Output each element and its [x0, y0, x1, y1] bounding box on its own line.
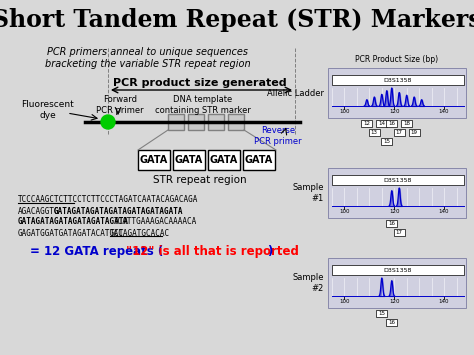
Text: 140: 140: [439, 209, 449, 214]
Bar: [361, 120, 373, 127]
Text: 140: 140: [439, 109, 449, 114]
Text: Sample
#1: Sample #1: [292, 183, 324, 203]
Text: DNA template
containing STR marker: DNA template containing STR marker: [155, 95, 251, 115]
Text: 18: 18: [403, 121, 410, 126]
Text: 14: 14: [378, 121, 385, 126]
Text: GATA: GATA: [245, 155, 273, 165]
Text: 120: 120: [389, 299, 400, 304]
Bar: [381, 138, 392, 145]
Bar: [386, 319, 397, 326]
Bar: [328, 258, 466, 308]
Text: 16: 16: [388, 320, 395, 325]
Bar: [376, 120, 387, 127]
Text: 100: 100: [339, 109, 350, 114]
Bar: [328, 68, 466, 118]
Text: 120: 120: [389, 209, 400, 214]
Bar: [401, 120, 412, 127]
Text: GATA: GATA: [175, 155, 203, 165]
Text: 120: 120: [389, 109, 400, 114]
Text: D3S1358: D3S1358: [384, 268, 412, 273]
Text: GAGATGGATGATAGATACATGCT: GAGATGGATGATAGATACATGCT: [18, 229, 124, 237]
Text: 19: 19: [410, 130, 418, 135]
Text: Allelic Ladder: Allelic Ladder: [267, 88, 324, 98]
Text: GATA: GATA: [210, 155, 238, 165]
Text: 17: 17: [396, 130, 403, 135]
Text: 16: 16: [388, 121, 395, 126]
Bar: [243, 150, 275, 170]
Text: 100: 100: [339, 299, 350, 304]
Circle shape: [101, 115, 115, 129]
Bar: [173, 150, 205, 170]
Text: Fluorescent
dye: Fluorescent dye: [22, 100, 74, 120]
Bar: [138, 150, 170, 170]
Text: AGACAGGTG: AGACAGGTG: [18, 207, 60, 215]
Bar: [208, 114, 224, 130]
Text: 100: 100: [339, 209, 350, 214]
Text: ): ): [267, 246, 273, 258]
Text: PCR Product Size (bp): PCR Product Size (bp): [356, 55, 438, 65]
Bar: [332, 75, 464, 85]
Text: D3S1358: D3S1358: [384, 77, 412, 82]
Text: GATAGATAGATAGATAGATAGATAGATA: GATAGATAGATAGATAGATAGATAGATA: [54, 207, 183, 215]
Text: GATA: GATA: [140, 155, 168, 165]
Text: 140: 140: [439, 299, 449, 304]
Text: STR repeat region: STR repeat region: [153, 175, 247, 185]
Text: D3S1358: D3S1358: [384, 178, 412, 182]
Text: PCR primers anneal to unique sequences
bracketing the variable STR repeat region: PCR primers anneal to unique sequences b…: [45, 47, 251, 69]
Text: TACAGATGCACAC: TACAGATGCACAC: [110, 229, 170, 237]
Text: Reverse
PCR primer: Reverse PCR primer: [254, 126, 302, 146]
Text: 15: 15: [378, 311, 385, 316]
Text: Sample
#2: Sample #2: [292, 273, 324, 293]
Bar: [394, 229, 405, 236]
Text: 12: 12: [364, 121, 370, 126]
Bar: [168, 114, 184, 130]
Text: 15: 15: [383, 139, 390, 144]
Text: TCATTGAAAGACAAAACA: TCATTGAAAGACAAAACA: [114, 218, 197, 226]
Text: = 12 GATA repeats (: = 12 GATA repeats (: [30, 246, 163, 258]
Bar: [386, 220, 397, 227]
Bar: [394, 129, 405, 136]
Bar: [386, 120, 397, 127]
Text: TCCCAAGCTCTTCCTCTTCCCTAGATCAATACAGACAGA: TCCCAAGCTCTTCCTCTTCCCTAGATCAATACAGACAGA: [18, 196, 199, 204]
Bar: [332, 265, 464, 275]
Text: 17: 17: [396, 230, 403, 235]
Text: "12" is all that is reported: "12" is all that is reported: [126, 246, 299, 258]
Text: GATAGATAGATAGATAGATAGATA: GATAGATAGATAGATAGATAGATA: [18, 218, 129, 226]
Bar: [208, 150, 240, 170]
Bar: [332, 175, 464, 185]
Text: Forward
PCR primer: Forward PCR primer: [96, 95, 144, 115]
Text: 16: 16: [388, 221, 395, 226]
Bar: [188, 114, 204, 130]
Text: 13: 13: [371, 130, 378, 135]
Bar: [369, 129, 380, 136]
Bar: [409, 129, 419, 136]
Bar: [376, 310, 387, 317]
Text: Short Tandem Repeat (STR) Markers: Short Tandem Repeat (STR) Markers: [0, 8, 474, 32]
Bar: [228, 114, 244, 130]
Bar: [328, 168, 466, 218]
Text: PCR product size generated: PCR product size generated: [113, 78, 287, 88]
